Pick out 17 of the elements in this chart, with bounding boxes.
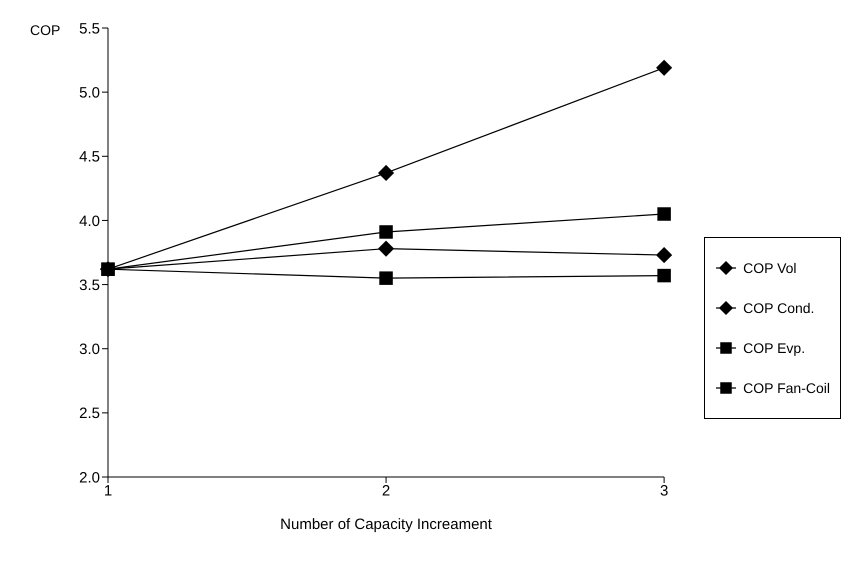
y-tick-label: 5.0: [79, 84, 100, 102]
y-tick-label: 3.0: [79, 341, 100, 358]
y-tick-label: 2.0: [79, 469, 100, 486]
y-axis-title: COP: [30, 22, 60, 38]
x-tick-label: 2: [382, 482, 390, 500]
y-tick-label: 4.0: [79, 212, 100, 230]
legend-label: COP Fan-Coil: [743, 380, 830, 396]
y-tick-label: 5.5: [79, 20, 100, 38]
x-tick-label: 1: [104, 482, 112, 500]
legend-label: COP Cond.: [743, 300, 814, 316]
legend-label: COP Evp.: [743, 340, 806, 356]
y-tick-label: 3.5: [79, 276, 100, 294]
legend-label: COP Vol: [743, 260, 797, 276]
y-tick-label: 4.5: [79, 148, 100, 166]
x-tick-label: 3: [660, 482, 668, 500]
y-tick-label: 2.5: [79, 405, 100, 422]
x-axis-title: Number of Capacity Increament: [280, 516, 493, 533]
